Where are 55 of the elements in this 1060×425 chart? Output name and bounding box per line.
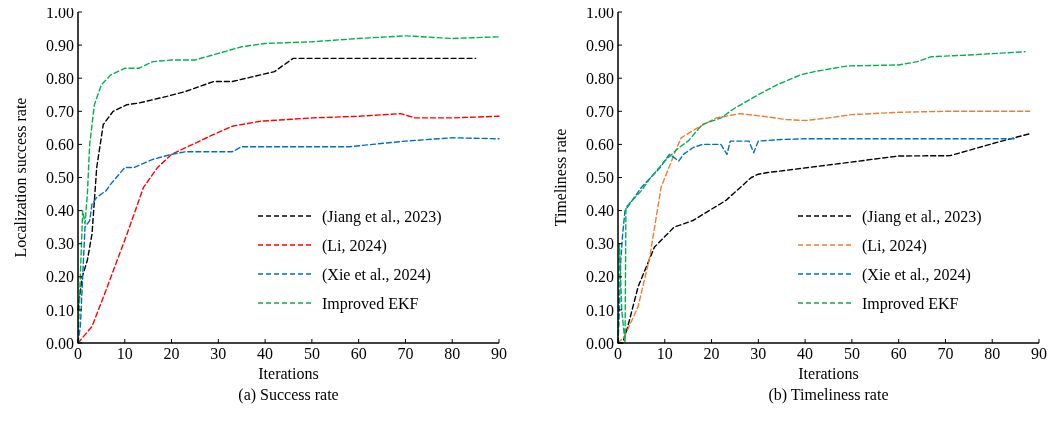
x-tick-label: 40 [257, 345, 274, 362]
legend-label: (Xie et al., 2024) [862, 265, 971, 284]
y-tick-label: 0.90 [586, 36, 614, 54]
x-tick-label: 90 [1031, 345, 1047, 362]
y-tick-label: 0.30 [46, 235, 74, 253]
x-axis-title: Iterations [798, 365, 859, 382]
x-tick-label: 50 [303, 345, 320, 362]
x-tick-label: 10 [116, 345, 133, 362]
legend-label: Improved EKF [862, 294, 959, 313]
x-tick-label: 40 [797, 345, 814, 362]
legend-label: Improved EKF [322, 294, 419, 313]
y-tick-label: 0.20 [586, 268, 614, 286]
x-tick-label: 80 [984, 345, 1001, 362]
y-tick-label: 0.70 [586, 102, 614, 120]
text: (b) Timeliness rate [768, 386, 889, 404]
x-tick-label: 0 [74, 345, 82, 362]
y-tick-label: 0.50 [586, 169, 614, 187]
y-tick-label: 0.40 [586, 202, 614, 220]
legend-label: (Xie et al., 2024) [322, 265, 431, 284]
y-tick-label: 0.60 [586, 136, 614, 153]
legend-label: (Li, 2024) [322, 236, 387, 255]
y-tick-label: 0.10 [46, 301, 74, 319]
x-tick-label: 60 [350, 345, 367, 362]
legend-label: (Jiang et al., 2023) [322, 207, 442, 226]
x-tick-label: 30 [210, 345, 227, 362]
y-tick-label: 0.40 [46, 202, 74, 220]
y-axis-title: Timeliness rate [552, 128, 569, 227]
x-tick-label: 0 [614, 345, 622, 362]
y-tick-label: 0.50 [46, 169, 74, 187]
x-tick-label: 60 [890, 345, 907, 362]
x-tick-label: 90 [491, 345, 507, 362]
y-tick-label: 0.20 [46, 268, 74, 286]
x-tick-label: 80 [444, 345, 461, 362]
y-tick-label: 0.80 [586, 69, 614, 87]
text: (a) Success rate [238, 386, 339, 404]
y-tick-label: 0.80 [46, 69, 74, 87]
y-tick-label: 0.70 [46, 102, 74, 120]
y-tick-label: 0.30 [586, 235, 614, 253]
y-tick-label: 0.00 [586, 334, 614, 352]
y-tick-label: 0.60 [46, 136, 74, 153]
line-series [617, 51, 1026, 344]
y-tick-label: 0.90 [46, 36, 74, 54]
y-tick-label: 0.00 [46, 334, 74, 352]
y-axis-title: Localization success rate [12, 97, 29, 258]
x-tick-label: 10 [656, 345, 673, 362]
x-tick-label: 20 [703, 345, 720, 362]
legend-label: (Li, 2024) [862, 236, 927, 255]
x-axis-title: Iterations [258, 365, 319, 382]
x-tick-label: 70 [397, 345, 414, 362]
y-tick-label: 0.10 [586, 301, 614, 319]
x-tick-label: 50 [843, 345, 860, 362]
legend-label: (Jiang et al., 2023) [862, 207, 982, 226]
x-tick-label: 30 [750, 345, 767, 362]
x-tick-label: 20 [163, 345, 180, 362]
x-tick-label: 70 [937, 345, 954, 362]
